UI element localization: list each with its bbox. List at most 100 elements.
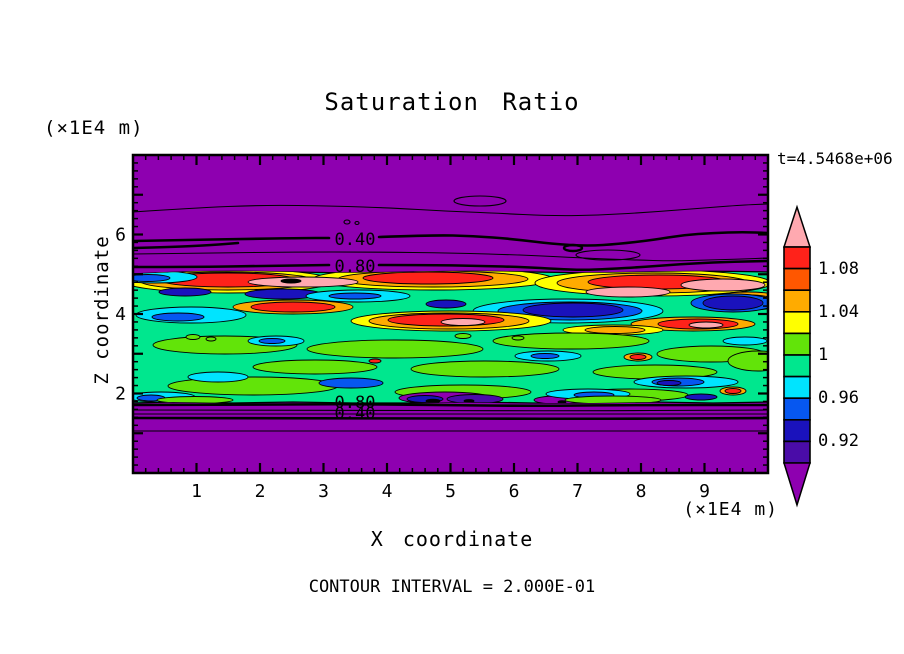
contour-value-label: 0.40 bbox=[335, 404, 376, 424]
field-patch bbox=[318, 377, 384, 389]
contour-loop bbox=[575, 249, 641, 261]
field-patch bbox=[410, 360, 560, 378]
colorbar-segment bbox=[783, 397, 811, 421]
colorbar-over-arrow bbox=[782, 204, 812, 248]
z-tick-label: 4 bbox=[115, 304, 126, 325]
plot-title: Saturation Ratio bbox=[324, 88, 580, 116]
field-patch bbox=[684, 393, 718, 401]
field-patch bbox=[280, 278, 302, 284]
contour-line bbox=[133, 409, 768, 412]
field-patch bbox=[205, 336, 217, 342]
x-tick-label: 2 bbox=[255, 481, 266, 502]
colorbar-tick-label: 1.08 bbox=[818, 258, 859, 279]
colorbar-tick-label: 0.96 bbox=[818, 388, 859, 409]
field-patch bbox=[688, 321, 724, 329]
time-annotation: t=4.5468e+06 bbox=[777, 149, 893, 168]
field-patch bbox=[151, 312, 205, 322]
contour-line bbox=[133, 416, 768, 421]
x-tick-label: 3 bbox=[318, 481, 329, 502]
contour-lines bbox=[133, 195, 768, 432]
contour-line bbox=[133, 251, 768, 262]
x-tick-label: 6 bbox=[509, 481, 520, 502]
x-tick-label: 5 bbox=[445, 481, 456, 502]
contour-loop bbox=[453, 195, 507, 207]
field-patch bbox=[656, 380, 682, 386]
field-patch bbox=[511, 335, 525, 341]
field-patch bbox=[629, 354, 647, 360]
contour-line bbox=[133, 236, 331, 243]
contour-loop bbox=[354, 220, 360, 226]
contour-loop bbox=[343, 219, 351, 225]
contour-line bbox=[133, 241, 240, 250]
colorbar-segment bbox=[783, 440, 811, 464]
colorbar-segment bbox=[783, 354, 811, 378]
field-patch bbox=[306, 339, 484, 359]
field-patch bbox=[680, 278, 766, 292]
field-patch bbox=[446, 394, 504, 403]
z-tick-label: 2 bbox=[115, 384, 126, 405]
colorbar-segment bbox=[783, 311, 811, 335]
field-patch bbox=[362, 271, 494, 285]
x-tick-label: 8 bbox=[636, 481, 647, 502]
field-patch bbox=[252, 359, 378, 375]
contour-line bbox=[133, 203, 768, 217]
colorbar-tick-label: 1.04 bbox=[818, 301, 859, 322]
x-tick-label: 7 bbox=[572, 481, 583, 502]
field-patch bbox=[557, 400, 567, 403]
colorbar-segment bbox=[783, 332, 811, 356]
x-tick-label: 4 bbox=[382, 481, 393, 502]
field-patch bbox=[187, 371, 249, 383]
colorbar-tick-label: 1 bbox=[818, 345, 829, 365]
field-patch bbox=[454, 333, 472, 339]
field-patch bbox=[156, 396, 234, 403]
field-patch bbox=[702, 295, 764, 311]
field-patch bbox=[328, 292, 382, 300]
contour-interval-note: CONTOUR INTERVAL = 2.000E-01 bbox=[308, 577, 596, 597]
field-patch bbox=[158, 287, 212, 297]
colorbar-segment bbox=[783, 375, 811, 400]
field-patch bbox=[258, 338, 286, 344]
field-patch bbox=[564, 395, 662, 403]
colorbar-under-arrow bbox=[782, 462, 812, 508]
contour-value-label: 0.40 bbox=[335, 230, 376, 250]
field-patch bbox=[722, 336, 768, 346]
contour-line bbox=[377, 230, 768, 247]
contour-value-label: 0.80 bbox=[335, 257, 376, 277]
colorbar-segment bbox=[783, 246, 811, 270]
z-axis-units-label: (×1E4 m) bbox=[44, 117, 144, 139]
contour-line bbox=[377, 259, 768, 272]
field-patch bbox=[585, 286, 671, 298]
field-patch bbox=[185, 334, 201, 340]
field-patch bbox=[492, 332, 650, 350]
field-patch bbox=[133, 274, 171, 282]
colorbar-tick-label: 0.92 bbox=[818, 431, 859, 452]
colorbar-segment bbox=[783, 267, 811, 291]
field-patch bbox=[463, 399, 475, 403]
plot-frame bbox=[131, 153, 770, 475]
x-axis-units-label: (×1E4 m) bbox=[683, 499, 778, 520]
field-patch bbox=[425, 299, 467, 309]
colorbar bbox=[782, 204, 812, 508]
field-patch bbox=[247, 276, 359, 288]
colorbar-segment bbox=[783, 289, 811, 313]
field-patches bbox=[133, 271, 768, 403]
field-patch bbox=[530, 353, 560, 359]
contour-line bbox=[133, 402, 768, 408]
contour-value-label: 0.80 bbox=[335, 393, 376, 413]
contour-line bbox=[133, 263, 331, 269]
contour-loop bbox=[562, 243, 584, 253]
field-patch bbox=[584, 326, 646, 334]
field-patch bbox=[522, 302, 624, 318]
field-patch bbox=[724, 388, 742, 394]
field-patch bbox=[368, 358, 382, 364]
field-patch bbox=[440, 318, 486, 326]
x-axis-title: X coordinate bbox=[370, 527, 534, 551]
field-patch bbox=[425, 398, 441, 403]
x-tick-label: 1 bbox=[191, 481, 202, 502]
field-patch bbox=[250, 301, 336, 313]
x-tick-label: 9 bbox=[699, 481, 710, 502]
z-tick-label: 6 bbox=[115, 225, 126, 246]
colorbar-segment bbox=[783, 419, 811, 443]
